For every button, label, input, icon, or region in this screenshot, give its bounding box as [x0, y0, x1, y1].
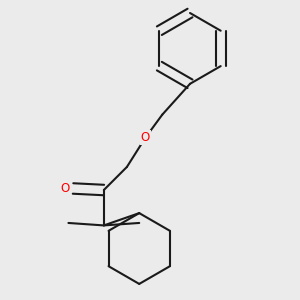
- Text: O: O: [141, 131, 150, 144]
- Text: O: O: [61, 182, 70, 195]
